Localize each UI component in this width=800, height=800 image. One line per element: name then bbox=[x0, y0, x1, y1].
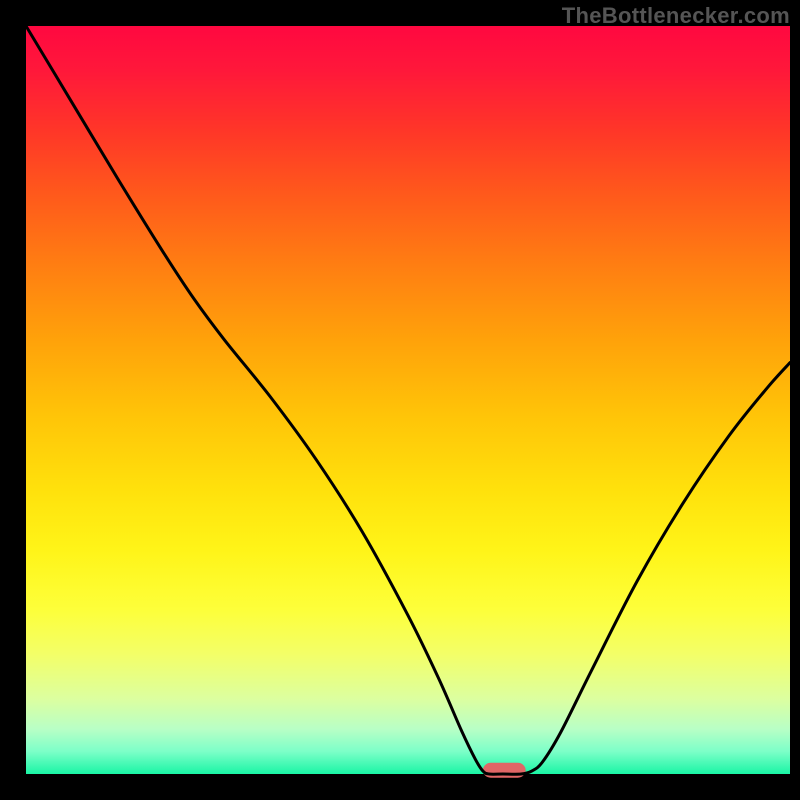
chart-svg bbox=[0, 0, 800, 800]
watermark-text: TheBottlenecker.com bbox=[562, 3, 790, 29]
gradient-background bbox=[26, 26, 790, 774]
